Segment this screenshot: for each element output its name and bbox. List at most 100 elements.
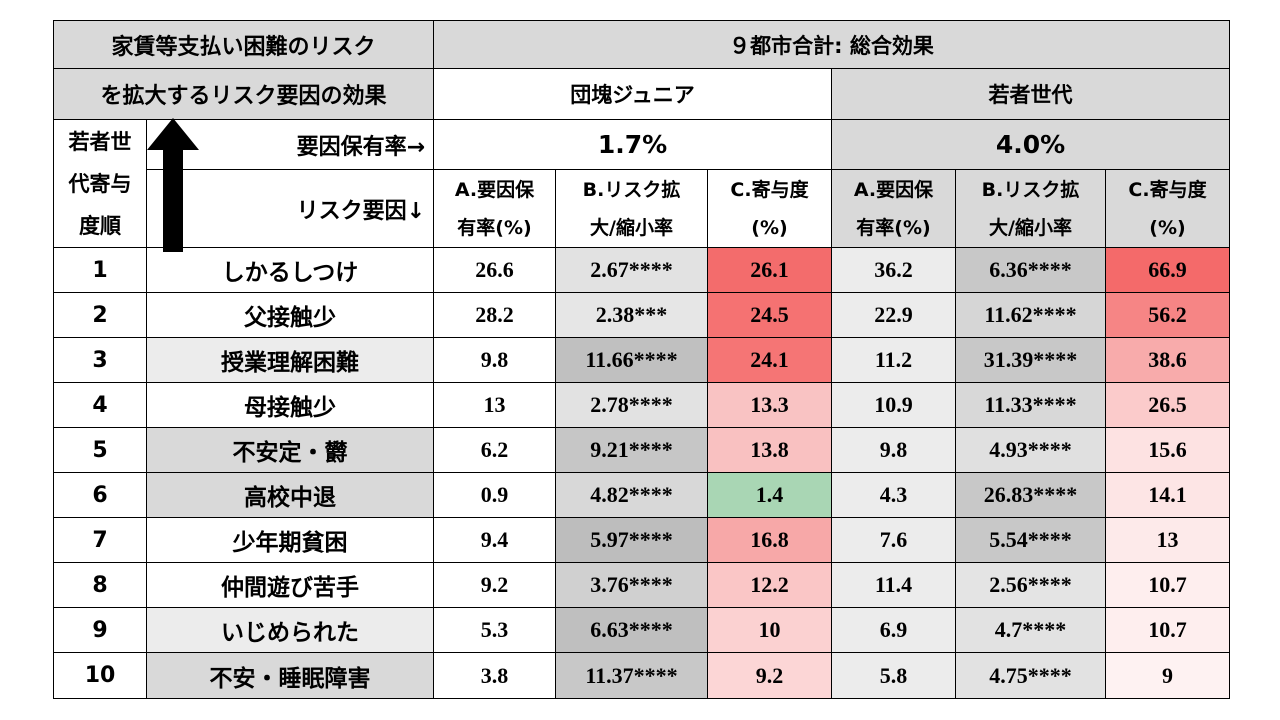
- wakamono-c-cell: 56.2: [1105, 292, 1230, 338]
- rank-cell: 1: [53, 247, 147, 293]
- rank-cell: 7: [53, 517, 147, 563]
- dankai-a-cell: 26.6: [433, 247, 556, 293]
- prevalence-label: 要因保有率→: [296, 134, 425, 160]
- table-row: 10 不安・睡眠障害 3.8 11.37**** 9.2 5.8 4.75**** 9: [53, 652, 1230, 699]
- table-title-line2: を拡大するリスク要因の効果: [53, 68, 434, 120]
- rank-cell: 9: [53, 607, 147, 653]
- dankai-b-cell: 3.76****: [555, 562, 708, 608]
- wakamono-c-cell: 15.6: [1105, 427, 1230, 473]
- dankai-a-cell: 28.2: [433, 292, 556, 338]
- top-header: ９都市合計: 総合効果: [433, 20, 1230, 69]
- group-header-wakamono: 若者世代: [831, 68, 1230, 120]
- wakamono-b-cell: 11.33****: [955, 382, 1106, 428]
- dankai-a-cell: 5.3: [433, 607, 556, 653]
- dankai-c-cell: 26.1: [707, 247, 832, 293]
- wakamono-c-cell: 14.1: [1105, 472, 1230, 518]
- wakamono-a-cell: 10.9: [831, 382, 956, 428]
- wakamono-a-cell: 4.3: [831, 472, 956, 518]
- risk-label-cell: リスク要因↓: [146, 169, 434, 248]
- dankai-c-cell: 24.1: [707, 337, 832, 383]
- dankai-b-cell: 9.21****: [555, 427, 708, 473]
- wakamono-a-cell: 9.8: [831, 427, 956, 473]
- factor-cell: いじめられた: [146, 607, 434, 653]
- rank-header-line: 代寄与: [68, 171, 132, 196]
- wakamono-a-cell: 11.2: [831, 337, 956, 383]
- dankai-a-cell: 6.2: [433, 427, 556, 473]
- table-row: 6 高校中退 0.9 4.82**** 1.4 4.3 26.83**** 14.1: [53, 472, 1230, 518]
- dankai-c-cell: 13.8: [707, 427, 832, 473]
- wakamono-b-cell: 4.93****: [955, 427, 1106, 473]
- wakamono-b-cell: 31.39****: [955, 337, 1106, 383]
- dankai-b-cell: 11.37****: [555, 652, 708, 699]
- wakamono-b-cell: 5.54****: [955, 517, 1106, 563]
- col-header-dankai-b: B.リスク拡 大/縮小率: [555, 169, 708, 248]
- rank-header: 若者世 代寄与 度順: [53, 119, 147, 248]
- wakamono-a-cell: 22.9: [831, 292, 956, 338]
- rank-cell: 3: [53, 337, 147, 383]
- factor-cell: 仲間遊び苦手: [146, 562, 434, 608]
- arrow-up-icon: [147, 118, 199, 252]
- dankai-a-cell: 9.2: [433, 562, 556, 608]
- rank-header-line: 度順: [79, 213, 121, 238]
- rank-cell: 8: [53, 562, 147, 608]
- col-header-wakamono-c: C.寄与度 (%): [1105, 169, 1230, 248]
- dankai-b-cell: 2.78****: [555, 382, 708, 428]
- wakamono-b-cell: 26.83****: [955, 472, 1106, 518]
- wakamono-a-cell: 36.2: [831, 247, 956, 293]
- dankai-b-cell: 2.38***: [555, 292, 708, 338]
- wakamono-b-cell: 11.62****: [955, 292, 1106, 338]
- dankai-a-cell: 3.8: [433, 652, 556, 699]
- factor-cell: 母接触少: [146, 382, 434, 428]
- wakamono-c-cell: 10.7: [1105, 607, 1230, 653]
- wakamono-a-cell: 11.4: [831, 562, 956, 608]
- prevalence-dankai: 1.7%: [433, 119, 832, 170]
- dankai-c-cell: 16.8: [707, 517, 832, 563]
- table-row: 2 父接触少 28.2 2.38*** 24.5 22.9 11.62**** 56.2: [53, 292, 1230, 338]
- risk-factor-table: 家賃等支払い困難のリスク ９都市合計: 総合効果 を拡大するリスク要因の効果 団…: [53, 20, 1230, 699]
- dankai-a-cell: 0.9: [433, 472, 556, 518]
- rank-cell: 5: [53, 427, 147, 473]
- dankai-b-cell: 11.66****: [555, 337, 708, 383]
- dankai-c-cell: 9.2: [707, 652, 832, 699]
- factor-cell: 不安・睡眠障害: [146, 652, 434, 699]
- dankai-b-cell: 5.97****: [555, 517, 708, 563]
- col-header-wakamono-b: B.リスク拡 大/縮小率: [955, 169, 1106, 248]
- dankai-b-cell: 6.63****: [555, 607, 708, 653]
- col-header-dankai-a: A.要因保 有率(%): [433, 169, 556, 248]
- wakamono-c-cell: 10.7: [1105, 562, 1230, 608]
- table-title-line1: 家賃等支払い困難のリスク: [53, 20, 434, 69]
- dankai-c-cell: 1.4: [707, 472, 832, 518]
- wakamono-a-cell: 7.6: [831, 517, 956, 563]
- wakamono-c-cell: 9: [1105, 652, 1230, 699]
- risk-label: リスク要因↓: [296, 198, 425, 224]
- dankai-c-cell: 13.3: [707, 382, 832, 428]
- table-row: 7 少年期貧困 9.4 5.97**** 16.8 7.6 5.54**** 13: [53, 517, 1230, 563]
- wakamono-c-cell: 38.6: [1105, 337, 1230, 383]
- factor-cell: 高校中退: [146, 472, 434, 518]
- prevalence-wakamono: 4.0%: [831, 119, 1230, 170]
- dankai-b-cell: 4.82****: [555, 472, 708, 518]
- rank-cell: 6: [53, 472, 147, 518]
- dankai-c-cell: 10: [707, 607, 832, 653]
- factor-cell: しかるしつけ: [146, 247, 434, 293]
- rank-cell: 2: [53, 292, 147, 338]
- wakamono-b-cell: 4.75****: [955, 652, 1106, 699]
- col-header-dankai-c: C.寄与度 (%): [707, 169, 832, 248]
- dankai-a-cell: 13: [433, 382, 556, 428]
- wakamono-c-cell: 26.5: [1105, 382, 1230, 428]
- table-row: 3 授業理解困難 9.8 11.66**** 24.1 11.2 31.39**** 38.6: [53, 337, 1230, 383]
- table-row: 9 いじめられた 5.3 6.63**** 10 6.9 4.7**** 10.7: [53, 607, 1230, 653]
- wakamono-a-cell: 6.9: [831, 607, 956, 653]
- col-header-wakamono-a: A.要因保 有率(%): [831, 169, 956, 248]
- wakamono-b-cell: 4.7****: [955, 607, 1106, 653]
- dankai-a-cell: 9.8: [433, 337, 556, 383]
- table-row: 5 不安定・欝 6.2 9.21**** 13.8 9.8 4.93**** 15.6: [53, 427, 1230, 473]
- factor-cell: 授業理解困難: [146, 337, 434, 383]
- table-row: 8 仲間遊び苦手 9.2 3.76**** 12.2 11.4 2.56**** 10.7: [53, 562, 1230, 608]
- dankai-a-cell: 9.4: [433, 517, 556, 563]
- wakamono-b-cell: 6.36****: [955, 247, 1106, 293]
- dankai-c-cell: 12.2: [707, 562, 832, 608]
- wakamono-a-cell: 5.8: [831, 652, 956, 699]
- dankai-c-cell: 24.5: [707, 292, 832, 338]
- factor-cell: 父接触少: [146, 292, 434, 338]
